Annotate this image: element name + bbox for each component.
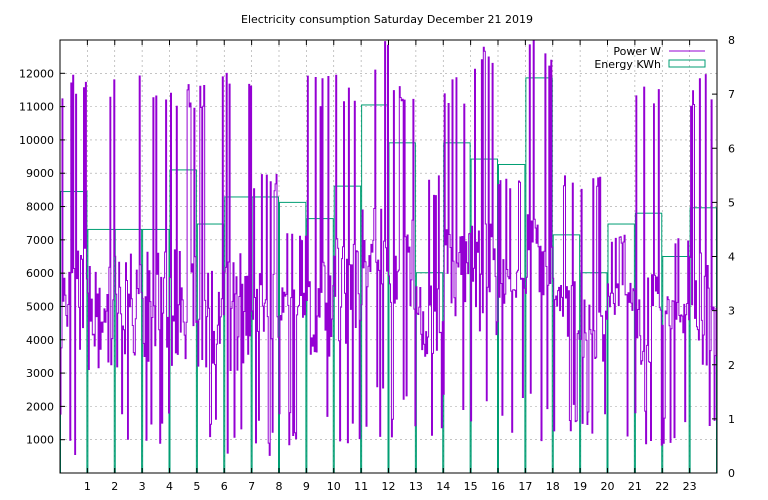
x-tick-label: 17: [518, 480, 532, 493]
x-tick-label: 23: [683, 480, 697, 493]
x-tick-label: 19: [573, 480, 587, 493]
x-tick-label: 3: [139, 480, 146, 493]
legend-label-energy: Energy KWh: [594, 58, 661, 71]
y-right-tick-label: 3: [728, 305, 735, 318]
y-right-tick-label: 4: [728, 251, 735, 264]
x-tick-label: 18: [546, 480, 560, 493]
y-left-tick-label: 12000: [19, 67, 54, 80]
x-tick-label: 5: [193, 480, 200, 493]
y-left-tick-label: 10000: [19, 134, 54, 147]
x-tick-label: 10: [327, 480, 341, 493]
axis-layer: 1 2 3 4 5 6 7 8 9 10 11 12 13 14 15 16 17 18 19 20 21 22 23100…: [19, 34, 735, 493]
x-tick-label: 15: [464, 480, 478, 493]
x-tick-label: 8: [276, 480, 283, 493]
legend-label-power: Power W: [613, 45, 661, 58]
y-left-tick-label: 1000: [26, 434, 54, 447]
x-tick-label: 9: [303, 480, 310, 493]
y-right-tick-label: 1: [728, 413, 735, 426]
y-left-tick-label: 6000: [26, 267, 54, 280]
y-left-tick-label: 5000: [26, 300, 54, 313]
y-left-tick-label: 3000: [26, 367, 54, 380]
x-tick-label: 14: [436, 480, 450, 493]
power-line: [60, 39, 717, 456]
x-tick-label: 6: [221, 480, 228, 493]
x-tick-label: 11: [354, 480, 368, 493]
x-tick-label: 12: [382, 480, 396, 493]
y-right-tick-label: 7: [728, 88, 735, 101]
x-tick-label: 13: [409, 480, 423, 493]
x-tick-label: 21: [628, 480, 642, 493]
y-left-tick-label: 2000: [26, 400, 54, 413]
x-tick-label: 1: [84, 480, 91, 493]
y-left-tick-label: 4000: [26, 334, 54, 347]
y-left-tick-label: 7000: [26, 234, 54, 247]
x-tick-label: 22: [655, 480, 669, 493]
power-series: [60, 39, 717, 456]
y-left-tick-label: 9000: [26, 167, 54, 180]
y-right-tick-label: 2: [728, 359, 735, 372]
y-right-tick-label: 6: [728, 142, 735, 155]
y-left-tick-label: 11000: [19, 101, 54, 114]
x-tick-label: 2: [111, 480, 118, 493]
y-right-tick-label: 0: [728, 467, 735, 480]
x-tick-label: 16: [491, 480, 505, 493]
legend: Power W Energy KWh: [594, 45, 706, 71]
x-tick-label: 20: [601, 480, 615, 493]
legend-swatch-energy: [668, 59, 706, 68]
y-right-tick-label: 5: [728, 196, 735, 209]
x-tick-label: 4: [166, 480, 173, 493]
y-right-tick-label: 8: [728, 34, 735, 47]
x-tick-label: 7: [248, 480, 255, 493]
y-left-tick-label: 8000: [26, 201, 54, 214]
chart-title: Electricity consumption Saturday Decembe…: [241, 13, 533, 26]
